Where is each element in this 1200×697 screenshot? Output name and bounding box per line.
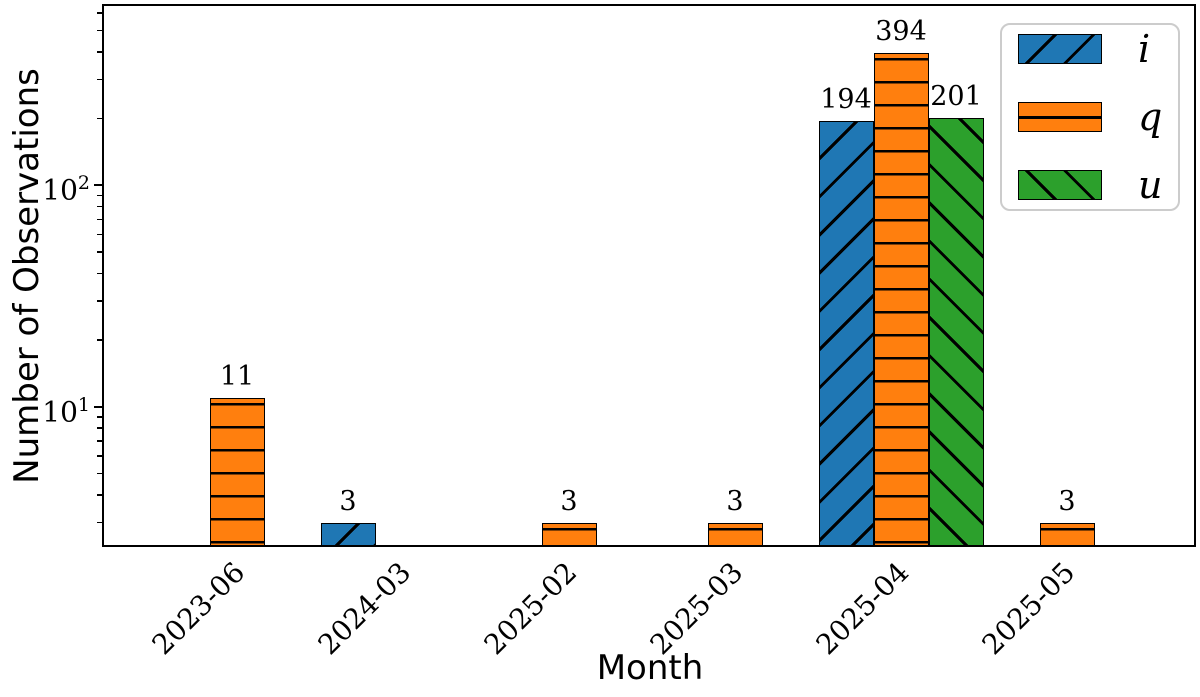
- y-minor-tick: [97, 117, 102, 120]
- bar-value-label: 3: [1058, 485, 1076, 517]
- y-minor-tick: [97, 472, 102, 475]
- bar-value-label: 3: [560, 485, 578, 517]
- y-tick-label: 102: [42, 172, 90, 207]
- bar-q-2025-03: [707, 522, 763, 546]
- y-minor-tick: [97, 251, 102, 253]
- y-minor-tick: [97, 300, 102, 302]
- bar-value-label: 11: [219, 360, 255, 392]
- y-tick-label: 101: [42, 393, 90, 429]
- y-minor-tick: [97, 440, 102, 442]
- y-minor-tick: [97, 29, 102, 32]
- legend-swatch-u: [1018, 170, 1102, 200]
- legend-swatch-q: [1018, 102, 1102, 132]
- y-minor-tick: [97, 12, 102, 14]
- legend-row-u: u: [1018, 166, 1162, 204]
- x-tick-label: 2025-05: [975, 555, 1081, 662]
- x-tick-label: 2025-03: [643, 555, 749, 662]
- bar-value-label: 3: [726, 485, 744, 517]
- legend-label-i: i: [1138, 27, 1151, 71]
- y-minor-tick: [97, 521, 102, 524]
- bar-q-2025-02: [541, 522, 597, 546]
- x-tick-label: 2025-04: [809, 555, 915, 662]
- bar-q-2023-06: [209, 397, 265, 546]
- bar-value-label: 3: [339, 485, 357, 517]
- y-minor-tick: [97, 272, 102, 275]
- y-minor-tick: [97, 427, 102, 429]
- y-major-tick: [94, 184, 102, 187]
- bar-value-label: 394: [875, 16, 927, 48]
- bar-i-2024-03: [320, 522, 376, 546]
- x-tick-label: 2025-02: [477, 555, 583, 662]
- y-minor-tick: [97, 339, 102, 341]
- bar-value-label: 194: [820, 84, 872, 116]
- legend-swatch-i: [1018, 34, 1102, 64]
- x-tick-label: 2024-03: [311, 555, 417, 662]
- bar-i-2025-04: [818, 121, 874, 546]
- bar-q-2025-04: [873, 53, 929, 546]
- y-minor-tick: [97, 233, 102, 236]
- y-minor-tick: [97, 494, 102, 496]
- legend-label-u: u: [1138, 163, 1163, 207]
- y-major-tick: [94, 405, 102, 408]
- y-minor-tick: [97, 416, 102, 418]
- y-minor-tick: [97, 455, 102, 457]
- y-minor-tick: [97, 78, 102, 81]
- bar-q-2025-05: [1039, 522, 1095, 546]
- y-minor-tick: [97, 205, 102, 208]
- y-minor-tick: [97, 194, 102, 197]
- y-minor-tick: [97, 51, 102, 53]
- y-minor-tick: [97, 218, 102, 221]
- legend-label-q: q: [1138, 95, 1163, 139]
- bar-value-label: 201: [930, 81, 982, 113]
- legend-row-i: i: [1018, 30, 1162, 68]
- legend-row-q: q: [1018, 98, 1162, 136]
- x-tick-label: 2023-06: [145, 555, 251, 662]
- bar-u-2025-04: [928, 118, 984, 546]
- x-axis-label: Month: [596, 648, 704, 688]
